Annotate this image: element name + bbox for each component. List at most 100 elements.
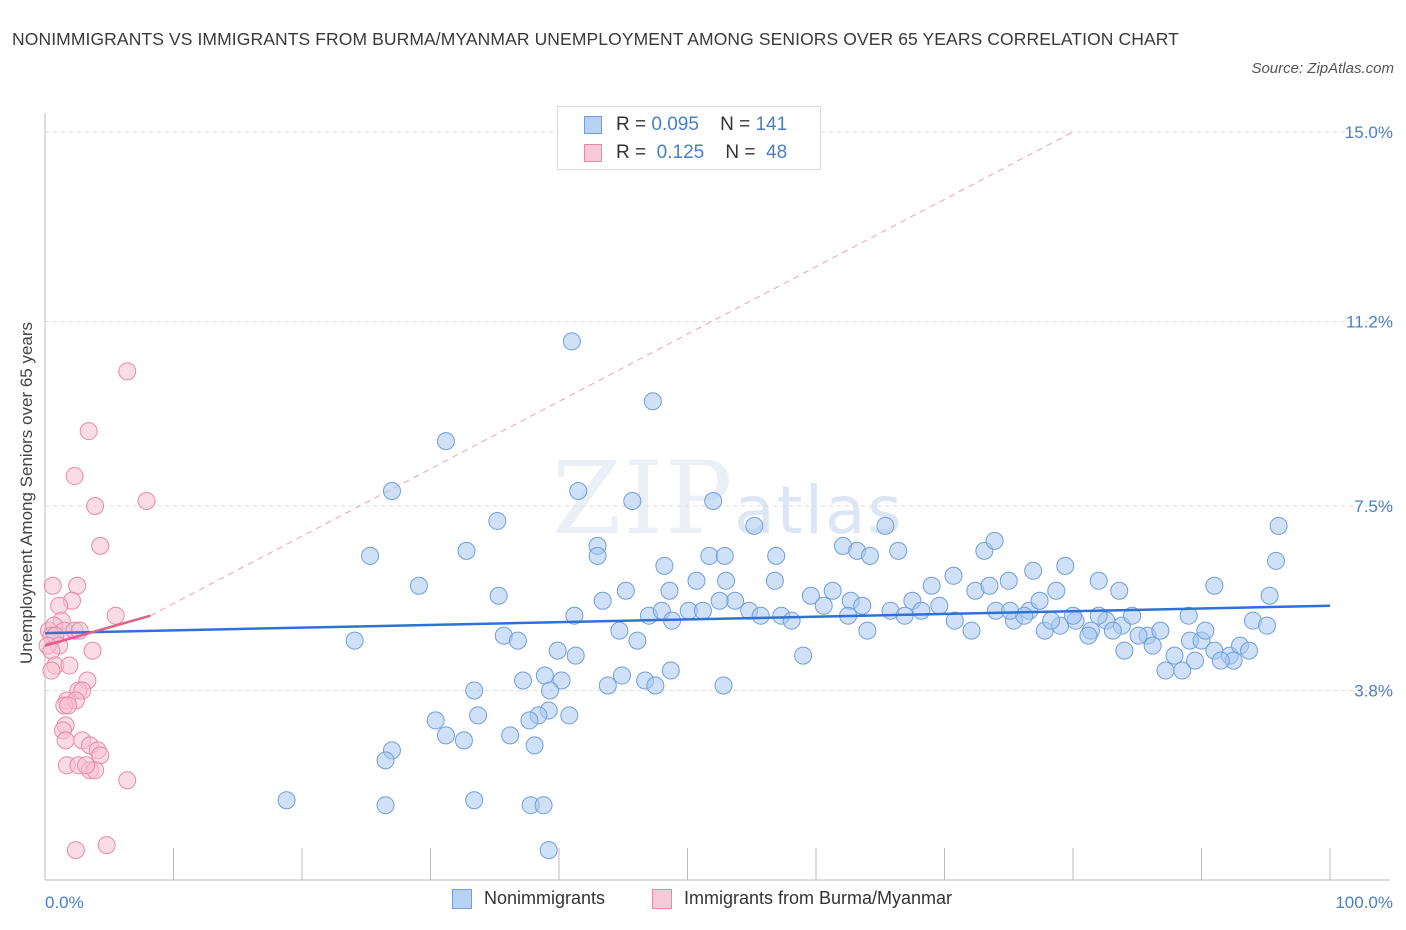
y-tick-label: 15.0% [1345,123,1393,142]
data-point-nonimmigrants [562,332,581,351]
data-point-nonimmigrants [1143,636,1162,655]
data-point-nonimmigrants [782,611,801,630]
data-point-nonimmigrants [628,631,647,650]
data-point-nonimmigrants [1110,581,1129,600]
x-tick-label: 0.0% [45,893,84,912]
data-point-nonimmigrants [436,726,455,745]
y-axis-label: Unemployment Among Seniors over 65 years [17,322,36,664]
data-point-nonimmigrants [376,751,395,770]
data-point-nonimmigrants [277,791,296,810]
data-point-nonimmigrants [704,491,723,510]
data-point-nonimmigrants [643,392,662,411]
legend-row-nonimmigrants: R = 0.095 N = 141 [584,111,787,139]
data-point-burma [91,746,110,765]
data-point-nonimmigrants [382,482,401,501]
data-point-nonimmigrants [1211,651,1230,670]
n-value: 141 [755,114,788,135]
data-point-nonimmigrants [454,731,473,750]
data-point-nonimmigrants [465,681,484,700]
data-point-nonimmigrants [508,631,527,650]
data-point-nonimmigrants [655,556,674,575]
data-point-burma [43,576,62,595]
data-point-nonimmigrants [593,591,612,610]
data-point-nonimmigrants [612,666,631,685]
data-point-nonimmigrants [1064,606,1082,625]
data-point-nonimmigrants [1205,576,1224,595]
data-point-nonimmigrants [726,591,745,610]
data-point-burma [118,771,137,790]
data-point-nonimmigrants [715,546,734,565]
data-point-nonimmigrants [535,666,554,685]
data-point-burma [86,496,105,515]
data-point-burma [118,362,137,381]
data-point-nonimmigrants [1103,621,1122,640]
data-point-nonimmigrants [409,576,428,595]
trend-line-burma [44,614,151,647]
data-point-nonimmigrants [1047,581,1066,600]
data-point-nonimmigrants [1056,556,1075,575]
chart-title: NONIMMIGRANTS VS IMMIGRANTS FROM BURMA/M… [12,29,1179,49]
data-point-nonimmigrants [569,482,588,501]
data-point-nonimmigrants [693,601,712,620]
data-point-burma [42,661,61,680]
data-point-nonimmigrants [457,541,476,560]
data-point-burma [79,422,98,441]
data-point-nonimmigrants [541,681,560,700]
data-point-nonimmigrants [823,581,842,600]
data-point-nonimmigrants [345,631,364,650]
data-point-burma [66,841,85,860]
source-label: Source: ZipAtlas.com [1251,60,1394,77]
data-point-nonimmigrants [858,621,877,640]
data-point-nonimmigrants [687,571,706,590]
data-point-nonimmigrants [1179,606,1198,625]
data-point-nonimmigrants [488,511,507,530]
data-point-burma [60,656,79,675]
data-point-nonimmigrants [548,641,567,660]
y-tick-label: 3.8% [1354,681,1393,700]
data-point-nonimmigrants [876,516,895,535]
data-point-burma [77,756,96,775]
data-point-nonimmigrants [436,432,455,451]
data-point-burma [59,696,78,715]
n-label: N = [720,114,751,135]
data-point-nonimmigrants [930,596,949,615]
data-point-nonimmigrants [1156,661,1175,680]
data-point-nonimmigrants [700,546,719,565]
data-point-nonimmigrants [1240,641,1259,660]
data-point-nonimmigrants [912,601,931,620]
data-point-nonimmigrants [1269,516,1288,535]
data-point-nonimmigrants [598,676,617,695]
data-point-nonimmigrants [1165,646,1184,665]
legend-item-nonimmigrants: Nonimmigrants [452,888,605,909]
data-point-nonimmigrants [1129,626,1148,645]
data-point-burma [68,576,87,595]
data-point-nonimmigrants [1089,571,1108,590]
data-point-nonimmigrants [660,581,679,600]
n-label: N = [725,142,756,163]
data-point-nonimmigrants [514,671,533,690]
data-point-nonimmigrants [566,646,585,665]
data-point-nonimmigrants [1030,591,1049,610]
data-point-nonimmigrants [565,606,584,625]
data-point-nonimmigrants [539,841,558,860]
data-point-burma [97,836,116,855]
data-point-nonimmigrants [1196,621,1215,640]
legend-item-burma: Immigrants from Burma/Myanmar [652,888,952,909]
data-point-nonimmigrants [853,596,872,615]
trend-extended-pink [150,131,1074,617]
data-point-nonimmigrants [1151,621,1170,640]
y-tick-label: 11.2% [1346,312,1393,331]
axes [44,113,1390,881]
data-point-burma [137,491,156,510]
data-point-nonimmigrants [469,706,488,725]
data-point-nonimmigrants [814,596,833,615]
r-value: 0.125 [656,142,705,163]
r-label: R = [616,114,647,135]
data-point-nonimmigrants [794,646,813,665]
y-tick-label: 7.5% [1354,497,1393,516]
legend-swatch-pink [584,144,602,162]
data-point-nonimmigrants [860,546,879,565]
legend-stats: R = 0.095 N = 141 R = 0.125 N = 48 [557,106,821,170]
data-point-nonimmigrants [767,546,786,565]
